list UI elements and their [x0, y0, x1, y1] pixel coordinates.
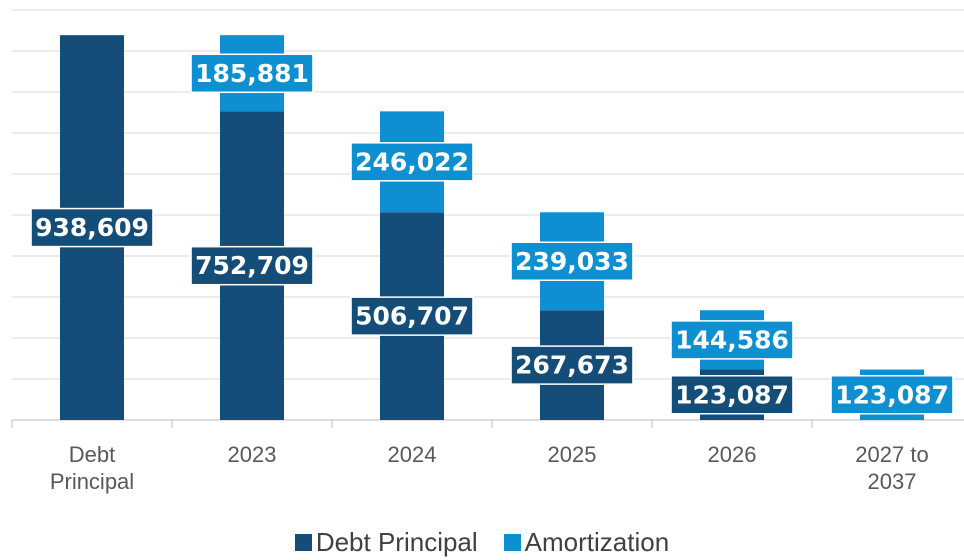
x-tick-label: 2023: [227, 442, 277, 467]
x-tick-label: 2026: [707, 442, 757, 467]
legend-swatch: [294, 534, 312, 551]
data-label: 123,087: [830, 375, 954, 415]
data-label-box: [190, 53, 314, 94]
data-label-box: [510, 345, 634, 385]
data-label-text: 938,609: [35, 213, 149, 242]
x-tick-label: 2027 to 2037: [855, 442, 929, 494]
data-label-box: [190, 245, 314, 286]
data-label: 506,707: [350, 296, 474, 336]
data-label-text: 246,022: [355, 147, 469, 176]
data-label-text: 123,087: [675, 380, 789, 409]
data-label: 185,881: [190, 53, 314, 94]
legend-item: Amortization: [503, 527, 670, 558]
x-tick-label: 2024: [387, 442, 437, 467]
data-label: 239,033: [510, 241, 634, 282]
data-label-box: [830, 375, 954, 415]
data-label-text: 123,087: [835, 380, 949, 409]
data-label-box: [670, 375, 794, 415]
data-label-text: 752,709: [195, 251, 309, 280]
data-label: 246,022: [350, 142, 474, 182]
legend-label: Amortization: [524, 527, 670, 557]
x-tick-label: 2025: [547, 442, 597, 467]
data-label-box: [670, 320, 794, 360]
legend-swatch: [503, 534, 521, 551]
data-label: 267,673: [510, 345, 634, 385]
data-label: 752,709: [190, 245, 314, 286]
data-label-box: [510, 241, 634, 282]
data-label-text: 267,673: [515, 351, 629, 380]
legend-item: Debt Principal: [294, 527, 478, 558]
data-label-box: [350, 142, 474, 182]
legend-label: Debt Principal: [315, 527, 478, 557]
data-label: 123,087: [670, 375, 794, 415]
data-label-text: 144,586: [675, 325, 789, 354]
data-label-box: [30, 207, 154, 248]
data-label-box: [350, 296, 474, 336]
data-label-text: 506,707: [355, 302, 469, 331]
data-label-text: 185,881: [195, 59, 309, 88]
legend: Debt Principal Amortization: [0, 527, 964, 558]
data-label: 144,586: [670, 320, 794, 360]
x-tick-label: Debt Principal: [49, 442, 135, 494]
data-label: 938,609: [30, 207, 154, 248]
data-label-text: 239,033: [515, 247, 629, 276]
